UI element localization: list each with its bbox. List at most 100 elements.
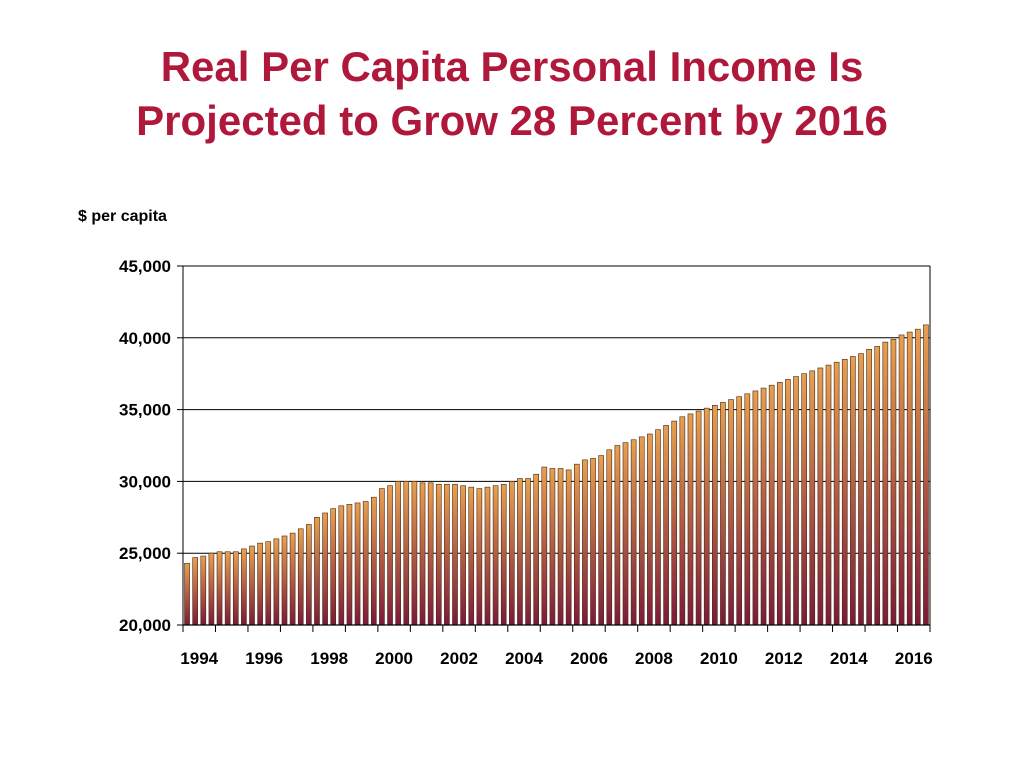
x-tick-label: 2008: [635, 649, 673, 668]
x-tick-label: 1994: [180, 649, 218, 668]
bar: [216, 551, 223, 626]
bar: [582, 459, 588, 626]
bar: [476, 488, 483, 626]
bar: [817, 367, 824, 626]
bar: [517, 478, 523, 626]
bar: [403, 481, 410, 626]
bar: [638, 436, 645, 626]
bar: [500, 483, 507, 626]
bar: [898, 334, 905, 626]
slide-title-line-1: Real Per Capita Personal Income Is: [160, 43, 864, 90]
bar: [557, 468, 564, 626]
bar: [265, 541, 272, 626]
x-tick-labels: 1994 1996 1998 2000 2002 2004 2006 2008 2010 2012…: [180, 649, 932, 668]
bar: [192, 557, 198, 626]
bar-series: [184, 324, 929, 626]
bar: [768, 384, 775, 626]
bar: [825, 364, 832, 626]
bar: [362, 501, 369, 626]
bar: [752, 390, 759, 626]
bar: [776, 382, 783, 626]
bar: [923, 324, 929, 626]
bar: [314, 516, 320, 626]
bar: [257, 542, 263, 626]
bar: [435, 483, 442, 626]
y-tick-labels: 20,000 25,000 30,000 35,000 40,000 45,000: [119, 257, 171, 635]
bar: [281, 535, 288, 626]
bar: [890, 338, 897, 626]
bar: [866, 348, 872, 626]
x-tick-label: 1996: [245, 649, 283, 668]
x-tick-label: 2002: [440, 649, 478, 668]
bar: [509, 481, 515, 626]
bar: [630, 439, 637, 626]
bar: [460, 485, 466, 626]
slide-title: Real Per Capita Personal Income Is Proje…: [0, 40, 1024, 148]
bar: [655, 429, 661, 626]
bar: [379, 488, 385, 626]
bar: [427, 482, 434, 626]
bar: [590, 458, 596, 626]
bar: [541, 466, 548, 626]
y-tick-label: 40,000: [119, 329, 171, 348]
y-tick-label: 25,000: [119, 544, 171, 563]
bar: [370, 496, 377, 626]
y-tick-label: 45,000: [119, 257, 171, 276]
bar: [184, 562, 190, 626]
bar: [330, 508, 337, 626]
bar: [395, 481, 401, 626]
bar: [306, 524, 312, 626]
bar: [606, 449, 613, 626]
bar: [241, 548, 247, 626]
bar: [208, 552, 215, 626]
bar: [598, 455, 604, 626]
bar: [647, 433, 653, 626]
bar: [354, 502, 361, 626]
x-tick-label: 1998: [310, 649, 348, 668]
bar: [419, 482, 426, 626]
bar: [744, 393, 751, 626]
bar: [850, 356, 856, 626]
bar: [322, 512, 328, 626]
y-tick-label: 20,000: [119, 616, 171, 635]
bar: [809, 370, 816, 626]
bar: [346, 504, 353, 626]
bar: [573, 463, 580, 626]
bar: [833, 361, 840, 626]
x-tick-label: 2006: [570, 649, 608, 668]
x-tick-label: 2010: [700, 649, 738, 668]
bar: [736, 396, 742, 626]
x-tick-label: 2000: [375, 649, 413, 668]
bar: [549, 468, 556, 626]
bar: [232, 551, 239, 626]
bar: [687, 413, 694, 626]
bar: [273, 538, 280, 626]
x-tick-label: 2014: [830, 649, 868, 668]
x-tick-label: 2004: [505, 649, 543, 668]
bar: [622, 442, 629, 626]
bar: [841, 359, 848, 626]
y-tick-label: 35,000: [119, 401, 171, 420]
bar: [492, 485, 499, 626]
bar: [444, 483, 450, 626]
x-tick-label: 2016: [895, 649, 933, 668]
bar: [200, 555, 207, 626]
bar: [614, 445, 621, 626]
bar: [874, 346, 881, 626]
bar: [525, 478, 531, 626]
bar: [882, 341, 889, 626]
axes: [177, 265, 931, 632]
bar: [533, 473, 540, 626]
bar: [224, 551, 231, 626]
bar: [249, 545, 255, 626]
bar: [720, 402, 726, 626]
bar: [695, 410, 702, 626]
bar: [801, 373, 807, 626]
bar: [297, 528, 304, 626]
bar: [703, 407, 710, 626]
bar: [728, 399, 734, 626]
bar: [387, 485, 393, 626]
bar: [712, 404, 718, 626]
bar: [914, 328, 921, 626]
